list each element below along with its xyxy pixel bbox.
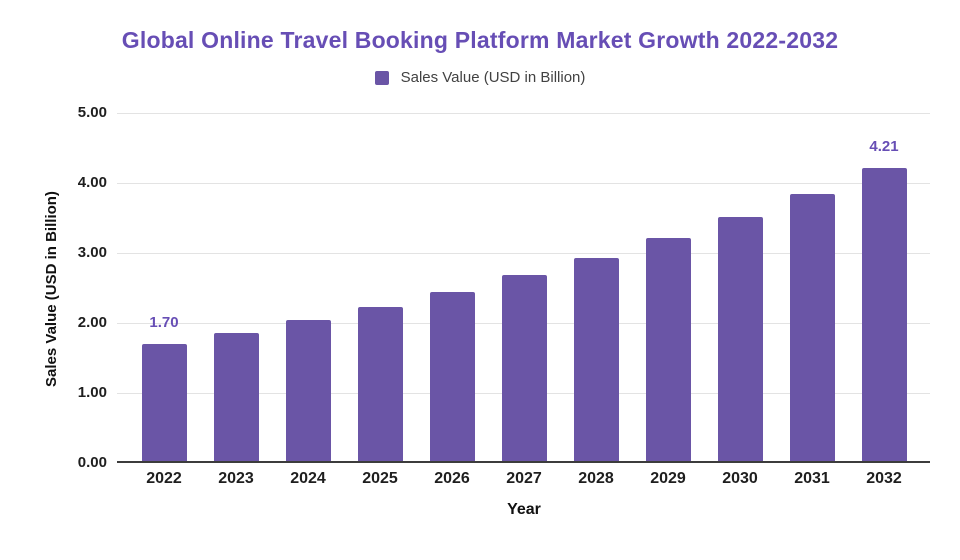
bars-container: 1.70 4.21 — [128, 113, 920, 463]
bar-2026 — [429, 292, 475, 463]
x-tick-label-2032: 2032 — [866, 470, 902, 487]
bar-2029 — [645, 238, 691, 463]
bar-value-label-2032: 4.21 — [869, 138, 899, 156]
bar-slot-2028 — [560, 113, 632, 463]
legend-swatch-icon — [374, 70, 389, 85]
x-axis-line — [117, 461, 930, 463]
bar-2031 — [789, 193, 835, 463]
y-tick-label: 4.00 — [77, 174, 107, 191]
bar-slot-2029 — [632, 113, 704, 463]
x-tick-label-2030: 2030 — [722, 470, 758, 487]
y-tick-label: 1.00 — [77, 384, 107, 401]
plot-area: 1.70 4.21 — [117, 113, 930, 463]
y-tick-label: 3.00 — [77, 244, 107, 261]
gridline — [117, 183, 930, 184]
chart-title: Global Online Travel Booking Platform Ma… — [121, 27, 839, 53]
legend-label: Sales Value (USD in Billion) — [400, 69, 586, 86]
bar-2030 — [717, 217, 763, 463]
legend: Sales Value (USD in Billion) — [0, 69, 960, 86]
bar-slot-2025 — [344, 113, 416, 463]
x-tick-label-2029: 2029 — [650, 470, 686, 487]
bar-slot-2023 — [200, 113, 272, 463]
x-axis-labels: 2022 2023 2024 2025 2026 2027 2028 2029 2030 2031… — [128, 470, 920, 488]
bar-slot-2024 — [272, 113, 344, 463]
bar-slot-2032: 4.21 — [848, 113, 920, 463]
y-axis-ticks: 5.00 4.00 3.00 2.00 1.00 0.00 — [30, 104, 107, 471]
y-tick-label: 5.00 — [77, 104, 107, 121]
x-tick-label-2026: 2026 — [434, 470, 470, 487]
y-tick-label: 2.00 — [77, 314, 107, 331]
bar-2025 — [357, 306, 403, 463]
x-tick-label-2022: 2022 — [146, 470, 182, 487]
gridline — [117, 253, 930, 254]
x-axis-title: Year — [507, 501, 541, 518]
x-tick-label-2028: 2028 — [578, 470, 614, 487]
x-tick-label-2023: 2023 — [218, 470, 254, 487]
x-tick-label-2031: 2031 — [794, 470, 830, 487]
bar-2023 — [213, 332, 259, 463]
bar-2032 — [861, 168, 907, 463]
x-tick-label-2024: 2024 — [290, 470, 326, 487]
bar-2028 — [573, 257, 619, 463]
x-tick-label-2025: 2025 — [362, 470, 398, 487]
bar-slot-2026 — [416, 113, 488, 463]
bar-2022 — [141, 344, 187, 463]
bar-2024 — [285, 320, 331, 463]
bar-slot-2022: 1.70 — [128, 113, 200, 463]
bar-slot-2031 — [776, 113, 848, 463]
bar-slot-2027 — [488, 113, 560, 463]
bar-slot-2030 — [704, 113, 776, 463]
bar-2027 — [501, 275, 547, 463]
gridline — [117, 113, 930, 114]
bar-value-label-2022: 1.70 — [149, 314, 179, 331]
y-tick-label: 0.00 — [77, 454, 107, 471]
x-tick-label-2027: 2027 — [506, 470, 542, 487]
